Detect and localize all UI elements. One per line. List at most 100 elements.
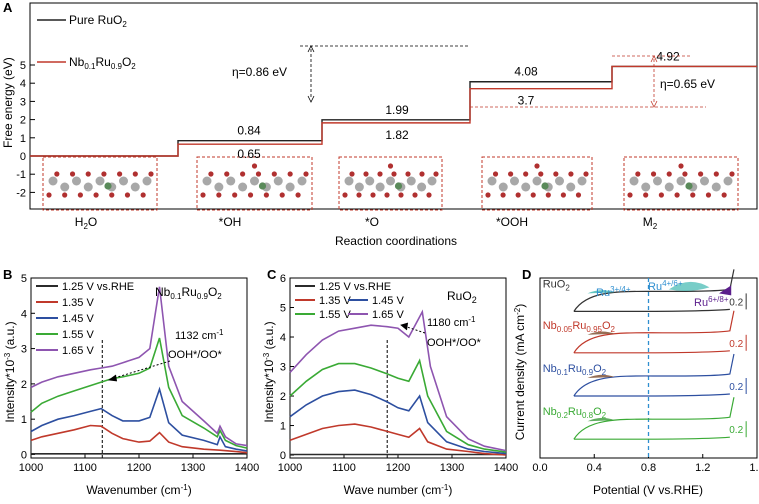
- legend-label: 1.25 V vs.RHE: [62, 281, 134, 293]
- y-tick-label: 2: [21, 379, 27, 391]
- ru-atom: [273, 176, 283, 186]
- legend-label: 1.25 V vs.RHE: [319, 281, 391, 293]
- value-label: 4.08: [514, 65, 538, 79]
- energy-steps: [30, 65, 757, 157]
- value-label: 3.7: [518, 94, 535, 108]
- spectrum-line: [30, 424, 248, 454]
- o-atom: [508, 171, 514, 177]
- legend-label: 1.65 V: [372, 309, 404, 321]
- x-tick-label: 0.4: [587, 462, 602, 474]
- ru-atom: [83, 182, 93, 192]
- ru-atom: [555, 176, 564, 186]
- scale-bar-label: 0.2: [729, 339, 743, 350]
- o-atom: [492, 171, 499, 177]
- panel-b: B 1000 1100 1200 1300 1400 0 1 2 3 4 5 1.25 V vs.R…: [3, 267, 259, 497]
- curve-name: Nb0.2Ru0.8O2: [543, 406, 607, 420]
- ru-atom: [427, 176, 437, 186]
- ru-atom: [676, 176, 686, 186]
- ru68-label: Ru6+/8+: [694, 295, 729, 309]
- panel-b-label: B: [3, 267, 12, 282]
- x-tick-label: 1100: [332, 462, 356, 474]
- legend-label: 1.65 V: [62, 345, 94, 357]
- o-atom: [705, 192, 712, 198]
- o-atom: [255, 171, 262, 177]
- y-tick-label: 2: [280, 391, 286, 403]
- y-tick-label: 6: [280, 273, 286, 285]
- o-atom: [666, 171, 672, 177]
- panel-b-annotation2: OOH*/OO*: [168, 349, 223, 361]
- o-atom: [208, 171, 214, 177]
- o-atom: [568, 171, 574, 177]
- ru-atom: [354, 182, 364, 192]
- panel-a-label: A: [3, 0, 13, 15]
- o-atom: [398, 192, 404, 198]
- nb-atom: [394, 182, 403, 190]
- panel-d-label: D: [522, 267, 531, 282]
- o-atom: [643, 192, 649, 198]
- panel-b-legend: 1.25 V vs.RHE 1.35 V 1.45 V 1.55 V 1.65 V: [36, 281, 134, 357]
- x-tick-label: 1000: [278, 462, 302, 474]
- ru46-label: Ru4+/6+: [648, 279, 683, 293]
- o-atom: [560, 192, 566, 198]
- o-atom: [303, 171, 309, 177]
- eta-doped-arrowhead-bottom: [650, 100, 658, 108]
- ru-atom: [653, 176, 662, 186]
- legend-pure-label: Pure RuO2: [69, 13, 127, 29]
- panel-c-annotation: 1180 cm-1: [427, 315, 476, 329]
- redox-peak: [587, 331, 615, 335]
- eta-pure-arrowhead-top: [307, 45, 315, 53]
- ru-atom: [48, 176, 58, 186]
- adsorbate-atom: [678, 163, 684, 169]
- x-tick-label: 1100: [73, 462, 97, 474]
- panel-a-xlabel: Reaction coordinations: [335, 234, 457, 248]
- ru-atom: [406, 176, 416, 186]
- spectrum-line: [30, 337, 248, 449]
- structure-box: [623, 156, 739, 211]
- panel-b-title: Nb0.1Ru0.9O2: [155, 285, 222, 301]
- o-atom: [419, 171, 425, 177]
- o-atom: [530, 192, 536, 198]
- o-atom: [93, 192, 99, 198]
- x-tick-label: 1.6: [749, 462, 759, 474]
- adsorbate-atom: [534, 163, 540, 169]
- o-atom: [485, 192, 491, 198]
- o-atom: [349, 171, 355, 177]
- curve-name-part: 2: [602, 368, 607, 377]
- o-atom: [713, 171, 719, 177]
- ru-atom: [119, 176, 128, 186]
- o-atom: [674, 192, 680, 198]
- o-atom: [627, 192, 633, 198]
- spectrum-line: [30, 286, 248, 447]
- cv-cathodic: [573, 308, 730, 312]
- o-atom: [545, 192, 551, 198]
- x-tick-label: 1400: [235, 462, 259, 474]
- y-tick-label: 4: [280, 332, 286, 344]
- panel-c-arrowhead: [400, 322, 409, 331]
- scale-bar-label: 0.2: [729, 382, 743, 393]
- panel-d-curves: [573, 269, 735, 440]
- o-atom: [412, 192, 418, 198]
- o-atom: [377, 171, 383, 177]
- curve-name-part: 0.2: [557, 411, 569, 420]
- panel-b-ylabel: Intensity*10-3 (a.u.): [3, 321, 17, 422]
- panel-d: D 0.00.40.81.21.6 RuO2Nb0.05Ru0.95O2Nb0.…: [513, 267, 759, 497]
- o-atom: [363, 171, 369, 177]
- panel-c: C 1000 1100 1200 1300 1400 0 1 2 3 4 5 6 1.25 V vs.…: [262, 267, 518, 497]
- ru-atom: [487, 176, 497, 186]
- o-atom: [583, 171, 589, 177]
- o-atom: [391, 171, 397, 177]
- value-label: 4.92: [656, 49, 680, 63]
- panel-b-xlabel: Wavenumber (cm-1): [86, 483, 191, 497]
- nb-atom: [258, 182, 267, 190]
- y-tick-label: 4: [20, 78, 26, 90]
- o-atom: [426, 192, 432, 198]
- ru-atom: [577, 176, 587, 186]
- o-atom: [635, 171, 641, 177]
- legend-doped-label: Nb0.1Ru0.9O2: [69, 55, 136, 71]
- o-atom: [271, 171, 277, 177]
- eta-doped-arrowhead-top: [650, 55, 658, 63]
- panel-a-legend: Pure RuO2 Nb0.1Ru0.9O2: [37, 13, 136, 71]
- ru-atom: [250, 176, 259, 186]
- y-tick-label: 0: [280, 450, 286, 462]
